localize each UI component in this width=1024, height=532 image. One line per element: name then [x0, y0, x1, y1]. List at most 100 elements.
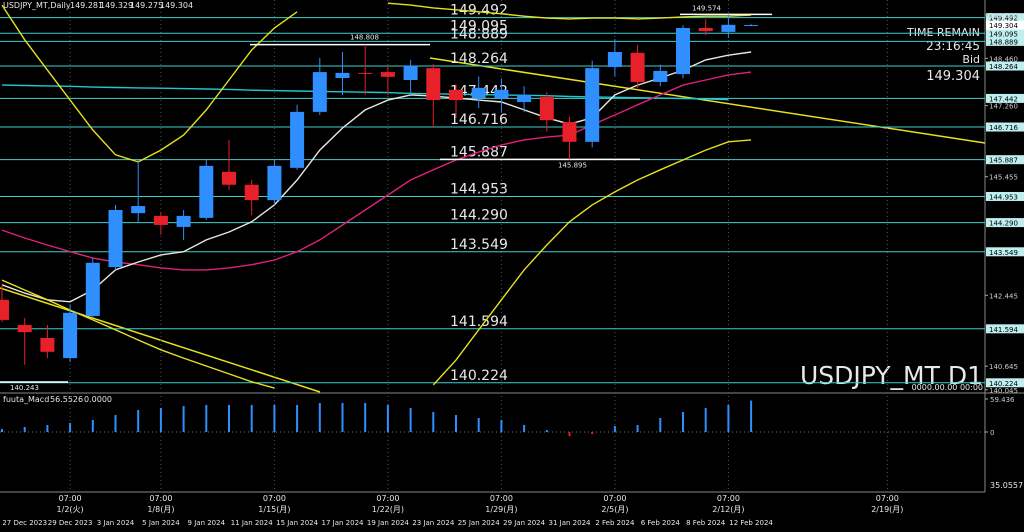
week-time: 07:00 [263, 494, 286, 503]
x-tick-label: 19 Jan 2024 [367, 519, 410, 527]
indicator-bar [364, 403, 367, 432]
bid-label: Bid [962, 53, 980, 66]
level-box [986, 218, 1024, 228]
chart-title: USDJPY_MT,Daily [3, 1, 71, 10]
x-tick-label: 29 Dec 2023 [48, 519, 93, 527]
candle-body [426, 68, 441, 101]
time-remain-label: TIME REMAIN [906, 26, 980, 39]
week-date: 1/15(月) [258, 505, 290, 514]
overlay-line [1, 2, 752, 163]
overlay-line [1, 51, 752, 303]
extreme-label: 149.574 [692, 4, 721, 12]
watermark: USDJPY_MT D1 [800, 361, 983, 390]
indicator-bar [477, 418, 480, 432]
candle-body [653, 70, 668, 82]
candle-body [630, 52, 645, 82]
indicator-bar [46, 425, 49, 432]
ohlc-value: 149.281 [70, 1, 103, 10]
candle-body [744, 25, 759, 27]
y-tick-label: 147.260 [989, 103, 1018, 111]
ohlc-value: 149.304 [160, 1, 193, 10]
candle-body [176, 215, 191, 227]
week-time: 07:00 [490, 494, 513, 503]
candle-body [449, 89, 463, 101]
week-date: 2/12(月) [712, 505, 744, 514]
candle-body [494, 89, 509, 99]
x-tick-label: 11 Jan 2024 [231, 519, 274, 527]
bid-value: 149.304 [926, 69, 980, 84]
indicator-bar [500, 420, 503, 432]
indicator-bar [704, 408, 707, 432]
level-label: 143.549 [450, 237, 508, 253]
week-date: 2/5(月) [601, 505, 628, 514]
candle-body [562, 122, 577, 142]
candle-body [335, 72, 350, 79]
indicator-value: 56.5526 [50, 395, 83, 404]
candle-body [721, 24, 736, 32]
indicator-bar [1, 429, 3, 432]
indicator-bar [318, 403, 321, 432]
indicator-bar [455, 415, 457, 432]
level-box-label: 140.224 [989, 380, 1018, 388]
bid-box [986, 20, 1024, 30]
level-label: 144.953 [450, 181, 508, 197]
level-box-label: 148.889 [989, 38, 1018, 46]
level-box [986, 61, 1024, 71]
indicator-bar [137, 410, 140, 432]
indicator-bar [182, 406, 185, 432]
candle-body [607, 52, 622, 67]
overlay-line [1, 139, 752, 389]
week-date: 1/2(火) [57, 505, 84, 514]
level-label: 141.594 [450, 314, 508, 330]
x-tick-label: 25 Jan 2024 [458, 519, 501, 527]
level-box [986, 122, 1024, 132]
level-box [986, 191, 1024, 201]
indicator-bar [750, 400, 753, 432]
candle-body [108, 209, 123, 268]
week-date: 1/22(月) [372, 505, 404, 514]
indicator-bar [273, 405, 276, 432]
indicator-bar [159, 408, 162, 432]
x-tick-label: 5 Jan 2024 [142, 519, 180, 527]
week-time: 07:00 [59, 494, 82, 503]
candle-body [199, 165, 214, 218]
level-box [986, 13, 1024, 23]
candle-body [267, 165, 282, 201]
indicator-bar [523, 425, 526, 432]
level-label: 140.224 [450, 368, 508, 384]
candle-body [676, 27, 690, 75]
time-remain: 23:16:45 [926, 39, 980, 53]
indicator-bar [659, 418, 662, 432]
y-tick-label: 148.460 [989, 55, 1018, 63]
week-time: 07:00 [876, 494, 899, 503]
level-label: 149.492 [450, 3, 508, 19]
level-label: 148.889 [450, 26, 508, 42]
level-box-label: 147.442 [989, 95, 1018, 103]
candle-body [0, 299, 9, 320]
x-tick-label: 8 Feb 2024 [686, 519, 726, 527]
indicator-bar [636, 425, 639, 432]
indicator-bar [91, 420, 94, 432]
candle-body [222, 171, 236, 185]
indicator-bar [341, 403, 344, 432]
indicator-bar [727, 405, 730, 432]
candle-body [380, 72, 395, 77]
level-label: 149.095 [450, 18, 508, 34]
level-box [986, 247, 1024, 257]
candle-body [698, 27, 713, 32]
level-box-label: 141.594 [989, 326, 1018, 334]
x-tick-label: 23 Jan 2024 [412, 519, 455, 527]
y-tick-label: 140.645 [989, 363, 1018, 371]
level-box [986, 378, 1024, 388]
week-time: 07:00 [717, 494, 740, 503]
x-tick-label: 29 Jan 2024 [503, 519, 546, 527]
x-tick-label: 12 Feb 2024 [729, 519, 773, 527]
date-stamp: 0000.00.00 00:00 [912, 383, 983, 392]
indicator-bar [613, 426, 616, 432]
indicator-tick-label: 59.436 [990, 396, 1015, 404]
level-box [986, 28, 1024, 38]
indicator-signal: 0.0000 [84, 395, 112, 404]
week-time: 07:00 [603, 494, 626, 503]
indicator-bar [545, 430, 548, 432]
